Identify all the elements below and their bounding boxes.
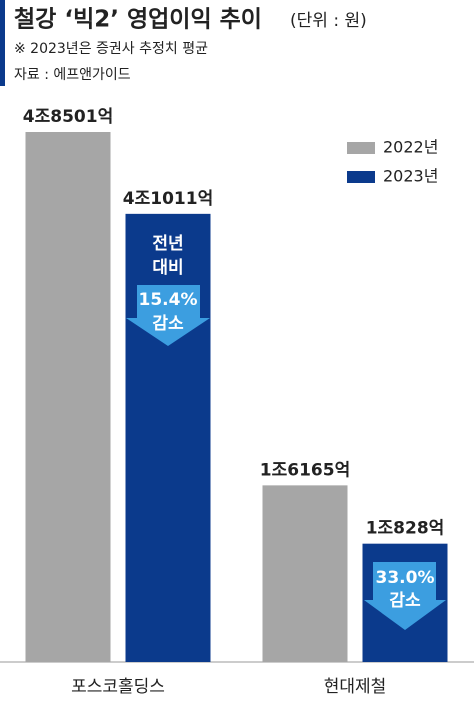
legend-label: 2023년 xyxy=(383,167,438,186)
chart-subtitle: (단위 : 원) xyxy=(290,11,367,31)
x-tick-label: 현대제철 xyxy=(324,677,387,697)
annotation-text: 대비 xyxy=(152,258,183,278)
legend-swatch xyxy=(347,142,375,154)
annotation: 전년 대비 15.4% 감소 xyxy=(126,234,210,346)
bar xyxy=(125,213,211,663)
note: 자료 : 에프앤가이드 xyxy=(14,67,131,83)
annotation-text: 감소 xyxy=(389,591,421,611)
bar xyxy=(25,132,111,662)
legend-label: 2022년 xyxy=(383,138,438,157)
title-stripe xyxy=(0,0,5,86)
value-label: 4조1011억 xyxy=(123,189,213,209)
x-tick-label: 포스코홀딩스 xyxy=(71,677,165,697)
legend-swatch xyxy=(347,171,375,183)
decrease-arrow xyxy=(364,562,446,630)
note: ※ 2023년은 증권사 추정치 평균 xyxy=(14,41,208,57)
bar xyxy=(262,485,348,662)
value-label: 1조6165억 xyxy=(260,460,350,480)
decrease-arrow xyxy=(126,285,210,346)
annotation: 33.0% 감소 xyxy=(364,562,446,630)
value-label: 4조8501억 xyxy=(23,107,113,127)
annotation-text: 감소 xyxy=(152,314,184,334)
annotation-text: 15.4% xyxy=(139,290,198,310)
annotation-text: 33.0% xyxy=(376,568,435,588)
chart-title: 철강 ‘빅2’ 영업이익 추이 xyxy=(14,7,262,33)
annotation-text: 전년 xyxy=(152,234,183,254)
value-label: 1조828억 xyxy=(366,519,445,539)
